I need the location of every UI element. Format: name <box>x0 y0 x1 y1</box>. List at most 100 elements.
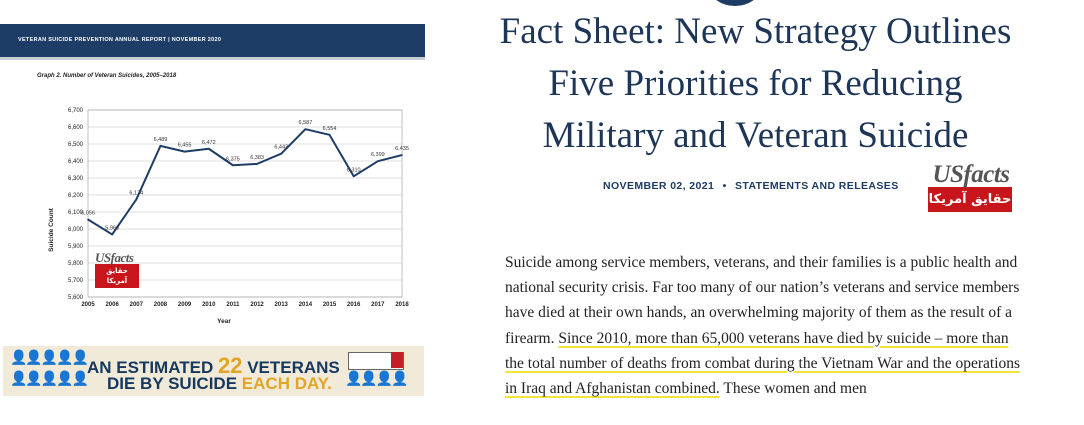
usfacts-wordmark-article: USfacts <box>932 161 1010 188</box>
seal-icon <box>348 352 404 370</box>
headline-line-1: Fact Sheet: New Strategy Outlines <box>499 11 1012 52</box>
site-emblem-icon <box>710 0 760 6</box>
data-point <box>87 218 89 221</box>
x-tick-label: 2012 <box>250 302 264 308</box>
y-tick-label: 5,700 <box>68 278 84 284</box>
data-label: 6,310 <box>347 167 361 173</box>
data-label: 5,968 <box>105 225 119 231</box>
x-tick-label: 2006 <box>105 302 119 308</box>
stat-banner: 👤👤👤👤👤 👤👤👤👤👤 AN ESTIMATED 22 VETERANS DIE… <box>3 346 424 396</box>
x-tick-label: 2014 <box>299 302 313 308</box>
stat-suffix: VETERANS <box>247 358 340 377</box>
data-label: 6,554 <box>323 126 337 132</box>
y-tick-label: 6,100 <box>68 210 84 216</box>
data-label: 6,375 <box>226 156 240 162</box>
data-point <box>401 154 403 156</box>
x-tick-label: 2018 <box>395 302 409 308</box>
headline-line-3: Military and Veteran Suicide <box>542 115 969 156</box>
stat-line2-prefix: DIE BY SUICIDE <box>107 374 238 393</box>
y-tick-label: 6,300 <box>68 176 84 182</box>
y-tick-label: 6,700 <box>68 108 84 114</box>
data-label: 6,435 <box>395 146 409 152</box>
usfacts-logo: USfacts حقايق آمريكا <box>95 251 141 288</box>
article-body: Suicide among service members, veterans,… <box>505 250 1025 401</box>
x-tick-label: 2016 <box>347 302 361 308</box>
data-point <box>111 233 113 236</box>
meta-separator: • <box>722 180 727 192</box>
stat-line2-suffix: EACH DAY. <box>241 374 332 393</box>
data-label: 6,383 <box>250 155 264 161</box>
article-category-link[interactable]: STATEMENTS AND RELEASES <box>735 180 899 192</box>
usfacts-logo-article: USfacts حقايق آمريكا <box>928 161 1014 212</box>
data-point <box>207 147 210 150</box>
x-tick-label: 2011 <box>226 302 240 308</box>
y-tick-label: 6,600 <box>68 125 84 131</box>
x-tick-label: 2013 <box>275 302 289 308</box>
people-icons-bottom-right: 👤👤👤👤 <box>345 371 409 387</box>
usfacts-arabic-badge: حقايق آمريكا <box>95 264 139 288</box>
data-point <box>232 164 234 167</box>
y-tick-label: 6,200 <box>68 193 84 199</box>
y-tick-label: 6,400 <box>68 159 84 165</box>
stat-line-1: AN ESTIMATED 22 VETERANS <box>87 353 340 379</box>
chart-title: Graph 2. Number of Veteran Suicides, 200… <box>37 73 177 79</box>
y-tick-label: 6,500 <box>68 142 84 148</box>
data-label: 6,587 <box>299 120 313 126</box>
x-tick-label: 2007 <box>130 302 144 308</box>
people-icons-top-left: 👤👤👤👤👤 <box>10 350 89 366</box>
data-point <box>328 134 331 136</box>
y-tick-label: 6,000 <box>68 227 84 233</box>
stat-prefix: AN ESTIMATED <box>87 358 214 377</box>
y-axis-label: Suicide Count <box>48 207 55 252</box>
people-icons-bottom-left: 👤👤👤👤👤 <box>10 371 89 387</box>
article-headline: Fact Sheet: New Strategy Outlines Five P… <box>427 6 1084 162</box>
report-page: VETERAN SUICIDE PREVENTION ANNUAL REPORT… <box>0 0 427 425</box>
data-label: 6,174 <box>129 190 143 196</box>
x-tick-label: 2005 <box>81 302 95 308</box>
x-tick-label: 2017 <box>371 302 385 308</box>
body-plain-text: Suicide among service members, veterans,… <box>505 254 1020 347</box>
x-tick-label: 2015 <box>323 302 337 308</box>
data-label: 6,443 <box>274 145 288 151</box>
red-mark-icon <box>391 352 403 368</box>
x-tick-label: 2010 <box>202 302 216 308</box>
data-label: 6,056 <box>81 210 95 216</box>
x-axis-label: Year <box>217 318 231 325</box>
report-header-text: VETERAN SUICIDE PREVENTION ANNUAL REPORT… <box>18 37 222 43</box>
data-point <box>256 163 258 165</box>
data-label: 6,472 <box>202 140 216 146</box>
data-point <box>159 145 162 147</box>
plot-frame <box>87 109 403 298</box>
line-chart: 5,600 5,700 5,800 5,900 6,000 6,100 6,200 6,300… <box>48 108 409 325</box>
usfacts-arabic-badge-article: حقايق آمريكا <box>928 187 1012 212</box>
usfacts-wordmark: USfacts <box>95 250 134 265</box>
data-label: 6,455 <box>178 143 192 149</box>
data-point <box>135 198 138 201</box>
article-meta: NOVEMBER 02, 2021 • STATEMENTS AND RELEA… <box>603 180 899 192</box>
series-line <box>87 128 403 236</box>
article-date: NOVEMBER 02, 2021 <box>603 180 715 192</box>
header-divider <box>0 57 425 60</box>
y-tick-label: 5,600 <box>68 295 84 301</box>
y-tick-label: 5,900 <box>68 244 84 250</box>
headline-line-2: Five Priorities for Reducing <box>548 63 963 104</box>
chart-series <box>87 128 403 236</box>
stat-number: 22 <box>217 353 243 378</box>
chart-data-labels: 6,056 5,968 6,174 6,489 6,455 6,472 6,375 6,383… <box>81 120 409 231</box>
data-point <box>280 152 283 155</box>
data-point <box>183 150 186 153</box>
stat-line-2: DIE BY SUICIDE EACH DAY. <box>107 374 332 394</box>
data-label: 6,399 <box>371 152 385 158</box>
y-tick-label: 5,800 <box>68 261 84 267</box>
data-point <box>352 175 355 178</box>
body-highlighted-text: Since 2010, more than 65,000 veterans ha… <box>505 329 1021 398</box>
x-tick-label: 2009 <box>178 302 192 308</box>
x-tick-label: 2008 <box>154 302 168 308</box>
body-tail-text: These women and men <box>719 380 867 398</box>
article-page: Fact Sheet: New Strategy Outlines Five P… <box>427 0 1084 425</box>
data-point <box>377 160 379 162</box>
data-point <box>304 128 307 131</box>
data-label: 6,489 <box>154 137 168 143</box>
chart-axes: 5,600 5,700 5,800 5,900 6,000 6,100 6,200 6,300… <box>68 108 409 308</box>
report-header-banner: VETERAN SUICIDE PREVENTION ANNUAL REPORT… <box>0 24 425 57</box>
